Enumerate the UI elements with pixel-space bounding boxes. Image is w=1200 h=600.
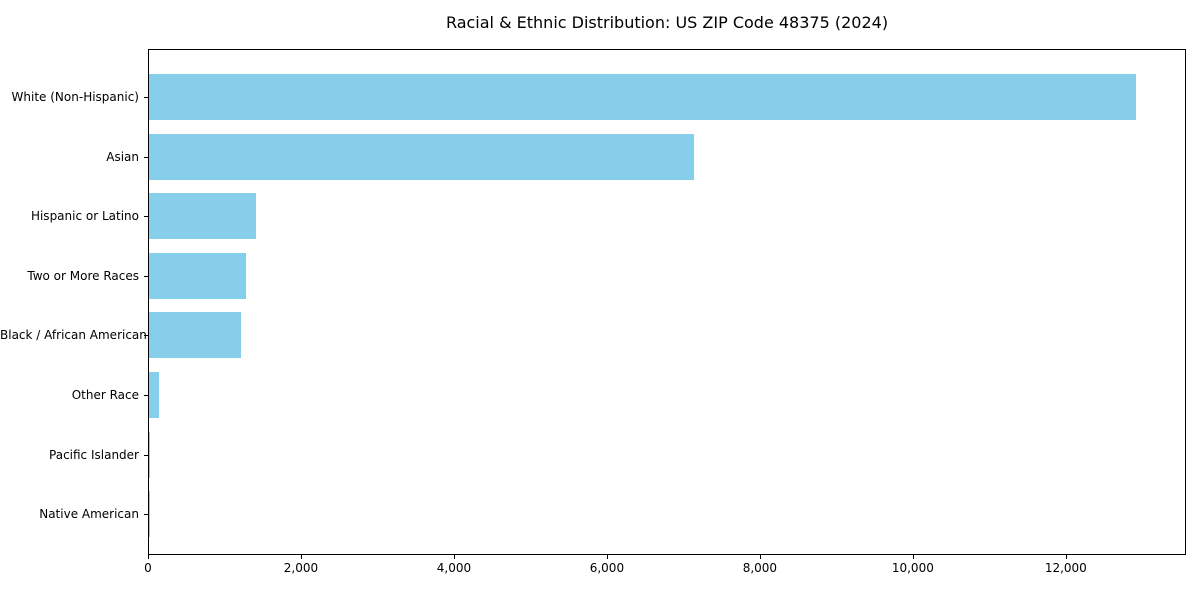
chart-title: Racial & Ethnic Distribution: US ZIP Cod… xyxy=(445,13,889,32)
bar-black-african-american xyxy=(149,312,241,359)
x-axis-tick xyxy=(300,555,302,559)
x-axis-tick-label: 2,000 xyxy=(283,561,319,575)
x-axis-tick xyxy=(912,555,914,559)
x-axis-tick-label: 12,000 xyxy=(1044,561,1087,575)
x-axis-tick xyxy=(1065,555,1067,559)
bar-asian xyxy=(149,133,695,180)
x-axis-tick xyxy=(148,555,149,559)
x-axis-tick xyxy=(606,555,608,559)
x-axis-tick-label: 8,000 xyxy=(742,561,778,575)
y-axis-label: Native American xyxy=(39,507,139,522)
y-axis-label: Pacific Islander xyxy=(49,447,139,462)
x-axis-tick-label: 6,000 xyxy=(589,561,625,575)
y-axis-tick xyxy=(144,275,148,277)
x-axis-tick xyxy=(453,555,455,559)
y-axis-label: White (Non-Hispanic) xyxy=(11,90,139,104)
y-axis-tick xyxy=(144,216,148,218)
y-axis-label: Hispanic or Latino xyxy=(30,209,139,224)
x-axis-tick-label: 4,000 xyxy=(436,561,472,575)
x-axis-tick xyxy=(759,555,761,559)
bar-hispanic-or-latino xyxy=(149,193,257,240)
y-axis-label: Other Race xyxy=(71,388,139,402)
y-axis-label: Black / African American xyxy=(0,328,147,343)
y-axis-tick xyxy=(144,156,148,158)
bar-two-or-more-races xyxy=(149,252,246,299)
bar-other-race xyxy=(149,372,159,418)
y-axis-label: Two or More Races xyxy=(27,268,139,283)
y-axis-tick xyxy=(144,97,148,98)
plot-area xyxy=(148,49,1186,555)
x-axis-tick-label: 10,000 xyxy=(891,561,934,575)
bar-white-non-hispanic xyxy=(149,74,1136,120)
y-axis-label: Asian xyxy=(106,149,139,164)
y-axis-tick xyxy=(144,395,148,396)
y-axis-tick xyxy=(144,514,148,516)
bar-pacific-islander xyxy=(149,431,150,478)
y-axis-tick xyxy=(144,454,148,456)
x-axis-tick-label: 0 xyxy=(144,561,152,575)
y-axis-tick xyxy=(144,335,148,337)
